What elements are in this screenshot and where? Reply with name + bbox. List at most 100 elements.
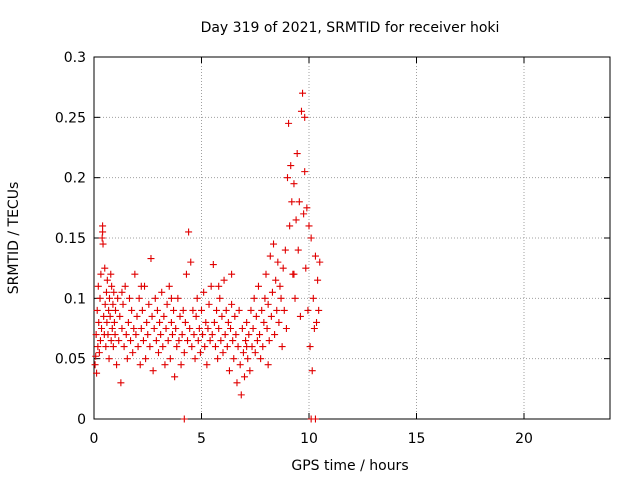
data-point xyxy=(208,331,216,339)
data-point xyxy=(92,331,100,339)
data-point xyxy=(167,294,175,302)
data-point xyxy=(271,331,279,339)
data-point xyxy=(253,337,261,345)
data-point xyxy=(222,306,230,314)
data-point xyxy=(250,294,258,302)
data-point xyxy=(127,337,135,345)
data-point xyxy=(118,288,126,296)
data-point xyxy=(101,264,109,272)
data-point xyxy=(274,258,282,266)
data-point xyxy=(210,318,218,326)
data-point xyxy=(194,337,202,345)
data-point xyxy=(306,343,314,351)
data-point xyxy=(152,337,160,345)
data-point xyxy=(229,337,237,345)
data-point xyxy=(243,318,251,326)
data-point xyxy=(107,270,115,278)
y-tick-label: 0 xyxy=(77,412,86,428)
data-point xyxy=(266,252,274,260)
data-point xyxy=(108,282,116,290)
data-point xyxy=(98,234,106,242)
data-point xyxy=(294,246,302,254)
data-point xyxy=(191,355,199,363)
data-point xyxy=(109,300,117,308)
data-point xyxy=(181,318,189,326)
data-point xyxy=(204,325,212,332)
data-point xyxy=(280,306,288,314)
data-point xyxy=(299,89,307,97)
data-point xyxy=(119,300,127,308)
data-point xyxy=(167,318,175,326)
data-point xyxy=(122,331,130,339)
data-point xyxy=(112,306,119,314)
data-point xyxy=(232,331,240,339)
data-point xyxy=(290,180,298,188)
data-point xyxy=(292,216,300,224)
data-point xyxy=(105,306,113,314)
y-tick-label: 0.2 xyxy=(64,171,86,187)
data-point xyxy=(195,325,203,332)
data-point xyxy=(228,300,236,308)
data-point xyxy=(101,300,109,308)
data-point xyxy=(129,349,137,357)
data-point xyxy=(145,300,153,308)
data-point xyxy=(155,349,162,357)
data-point xyxy=(95,349,103,357)
x-tick-label: 10 xyxy=(300,431,318,447)
data-point xyxy=(282,325,290,332)
data-point xyxy=(239,349,247,357)
data-point xyxy=(143,318,151,326)
data-point xyxy=(285,119,293,127)
data-point xyxy=(102,343,110,351)
data-point xyxy=(125,294,133,302)
data-point xyxy=(94,343,102,351)
data-point xyxy=(164,337,172,345)
data-point xyxy=(192,312,200,320)
data-point xyxy=(233,379,241,387)
data-point xyxy=(265,337,273,345)
data-point xyxy=(227,325,235,332)
data-point xyxy=(172,325,180,332)
data-point xyxy=(263,325,271,332)
data-point xyxy=(96,337,104,345)
data-point xyxy=(99,222,107,230)
data-point xyxy=(215,282,223,290)
data-point xyxy=(202,318,210,326)
x-axis-label: GPS time / hours xyxy=(291,458,408,474)
data-point xyxy=(121,282,129,290)
data-point xyxy=(213,306,221,314)
data-point xyxy=(150,325,158,332)
data-point xyxy=(219,349,227,357)
data-point xyxy=(281,246,289,254)
data-point xyxy=(297,107,305,115)
data-point xyxy=(132,331,140,339)
data-point xyxy=(302,264,310,272)
data-point xyxy=(199,331,207,339)
data-point xyxy=(103,318,111,326)
data-point xyxy=(257,355,265,363)
data-point xyxy=(237,391,245,399)
data-point xyxy=(133,312,141,320)
data-point xyxy=(287,162,295,170)
grid-lines xyxy=(94,57,610,419)
data-points xyxy=(91,89,324,423)
data-point xyxy=(116,312,124,320)
data-point xyxy=(98,325,106,332)
data-point xyxy=(103,276,111,284)
data-point xyxy=(170,306,178,314)
data-point xyxy=(193,294,201,302)
data-point xyxy=(165,282,173,290)
x-tick-label: 0 xyxy=(90,431,99,447)
data-point xyxy=(252,312,260,320)
data-point xyxy=(304,306,312,314)
data-point xyxy=(185,228,193,236)
y-tick-label: 0.3 xyxy=(64,50,86,66)
data-point xyxy=(235,306,243,314)
data-point xyxy=(264,361,272,369)
data-point xyxy=(290,270,298,278)
data-point xyxy=(218,312,226,320)
data-point xyxy=(182,270,190,278)
data-point xyxy=(200,288,208,296)
data-point xyxy=(137,282,145,290)
